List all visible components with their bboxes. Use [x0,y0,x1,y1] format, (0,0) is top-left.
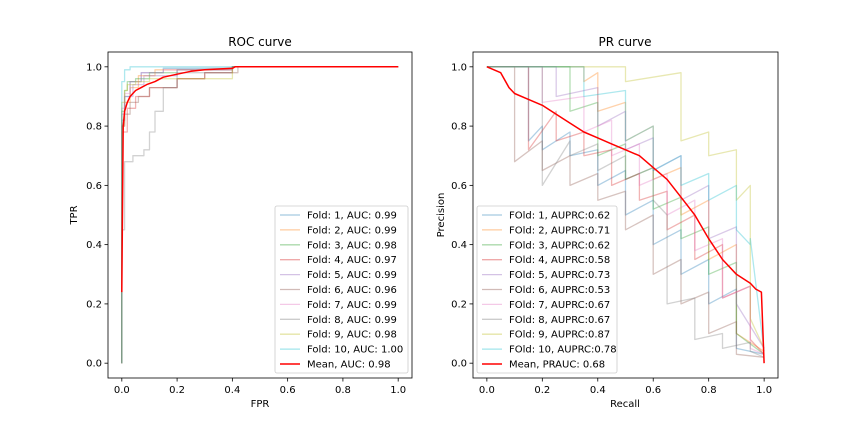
pr-series-line-5 [486,66,765,349]
pr-x-tick-label: 0.4 [590,385,606,396]
pr-x-tick-label: 0.0 [479,385,495,396]
roc-y-tick-label: 0.8 [86,122,102,133]
pr-y-tick-label: 0.2 [451,299,467,310]
pr-series-line-2 [486,66,765,352]
pr-y-tick-label: 1.0 [451,62,467,73]
pr-y-tick-label: 0.4 [451,240,467,251]
roc-legend-entries: Fold: 1, AUC: 0.99 Fold: 2, AUC: 0.99 Fold… [280,211,403,371]
roc-chart: ROC curve FPR TPR 0.0 0.2 0.4 0.6 0.8 1.0 0.0… [69,35,413,410]
roc-legend-label: Fold: 3, AUC: 0.98 [307,240,397,251]
roc-series-line-7 [121,66,399,364]
pr-legend-label: FOld: 10, AUPRC:0.78 [509,345,617,356]
pr-series-line-9 [486,66,765,349]
roc-x-ticks: 0.0 0.2 0.4 0.6 0.8 1.0 [114,378,406,396]
pr-y-tick-label: 0.6 [451,181,467,192]
pr-series-line-8 [486,66,765,358]
roc-legend-label: Fold: 9, AUC: 0.98 [307,330,397,341]
roc-legend-label: Fold: 4, AUC: 0.97 [307,255,397,266]
roc-series-line-9 [121,66,399,364]
roc-curves [121,66,399,364]
roc-title: ROC curve [228,35,292,49]
pr-x-tick-label: 0.8 [701,385,717,396]
pr-x-ticks: 0.0 0.2 0.4 0.6 0.8 1.0 [479,378,772,396]
pr-legend-label: FOld: 9, AUPRC:0.87 [509,330,610,341]
pr-legend-label: FOld: 2, AUPRC:0.71 [509,225,610,236]
pr-x-tick-label: 0.6 [645,385,661,396]
roc-series-line-4 [121,66,399,364]
pr-legend-label: FOld: 8, AUPRC:0.67 [509,315,610,326]
roc-series-line-11 [121,66,399,293]
pr-title: PR curve [598,35,651,49]
roc-x-tick-label: 0.4 [224,385,240,396]
pr-series-line-10 [486,66,765,352]
roc-y-ticks: 0.0 0.2 0.4 0.6 0.8 1.0 [86,62,108,370]
roc-legend-label: Fold: 5, AUC: 0.99 [307,270,397,281]
roc-legend-label: Fold: 8, AUC: 0.99 [307,315,397,326]
roc-y-tick-label: 0.2 [86,299,102,310]
roc-legend-label: Mean, AUC: 0.98 [307,360,391,371]
roc-y-axis-label: TPR [69,205,80,225]
pr-legend-label: FOld: 1, AUPRC:0.62 [509,211,610,222]
roc-series-line-10 [121,66,399,364]
roc-legend: Fold: 1, AUC: 0.99 Fold: 2, AUC: 0.99 Fold… [274,205,409,374]
pr-x-tick-label: 0.2 [534,385,550,396]
pr-series-line-4 [486,66,765,355]
roc-legend-label: Fold: 2, AUC: 0.99 [307,225,397,236]
roc-legend-label: Fold: 6, AUC: 0.96 [307,285,397,296]
roc-x-tick-label: 1.0 [390,385,406,396]
pr-series-line-11 [486,66,765,364]
pr-legend-label: FOld: 6, AUPRC:0.53 [509,285,610,296]
roc-series-line-2 [121,66,399,364]
roc-y-tick-label: 1.0 [86,62,102,73]
pr-series-line-1 [486,66,765,355]
pr-legend-label: FOld: 3, AUPRC:0.62 [509,240,610,251]
pr-chart: PR curve Recall Precision 0.0 0.2 0.4 0.6 0.… [436,35,779,410]
pr-legend: FOld: 1, AUPRC:0.62 FOld: 2, AUPRC:0.71 FO… [476,205,618,374]
roc-x-tick-label: 0.0 [114,385,130,396]
roc-series-line-8 [121,66,399,364]
pr-y-tick-label: 0.8 [451,122,467,133]
roc-y-tick-label: 0.6 [86,181,102,192]
roc-y-tick-label: 0.4 [86,240,102,251]
pr-plot-frame [472,51,779,379]
roc-legend-label: Fold: 1, AUC: 0.99 [307,211,397,222]
roc-plot-frame [107,51,413,379]
roc-legend-label: Fold: 10, AUC: 1.00 [307,345,403,356]
pr-series-line-6 [486,66,765,358]
pr-y-axis-label: Precision [436,193,447,238]
roc-x-tick-label: 0.2 [169,385,185,396]
roc-x-axis-label: FPR [251,399,270,410]
roc-x-tick-label: 0.8 [335,385,351,396]
pr-x-axis-label: Recall [610,399,640,410]
pr-y-tick-label: 0.0 [451,359,467,370]
pr-legend-label: FOld: 4, AUPRC:0.58 [509,255,610,266]
pr-legend-box [476,205,618,374]
pr-y-ticks: 0.0 0.2 0.4 0.6 0.8 1.0 [451,62,473,370]
roc-legend-box [274,205,409,374]
pr-series-line-3 [486,66,765,355]
pr-x-tick-label: 1.0 [756,385,772,396]
pr-legend-entries: FOld: 1, AUPRC:0.62 FOld: 2, AUPRC:0.71 FO… [482,211,617,371]
roc-y-tick-label: 0.0 [86,359,102,370]
pr-curves [486,66,765,364]
pr-legend-label: Mean, PRAUC: 0.68 [509,360,605,371]
pr-series-line-7 [486,66,765,355]
pr-legend-label: FOld: 7, AUPRC:0.67 [509,300,610,311]
roc-legend-label: Fold: 7, AUC: 0.99 [307,300,397,311]
roc-x-tick-label: 0.6 [280,385,296,396]
pr-legend-label: FOld: 5, AUPRC:0.73 [509,270,610,281]
